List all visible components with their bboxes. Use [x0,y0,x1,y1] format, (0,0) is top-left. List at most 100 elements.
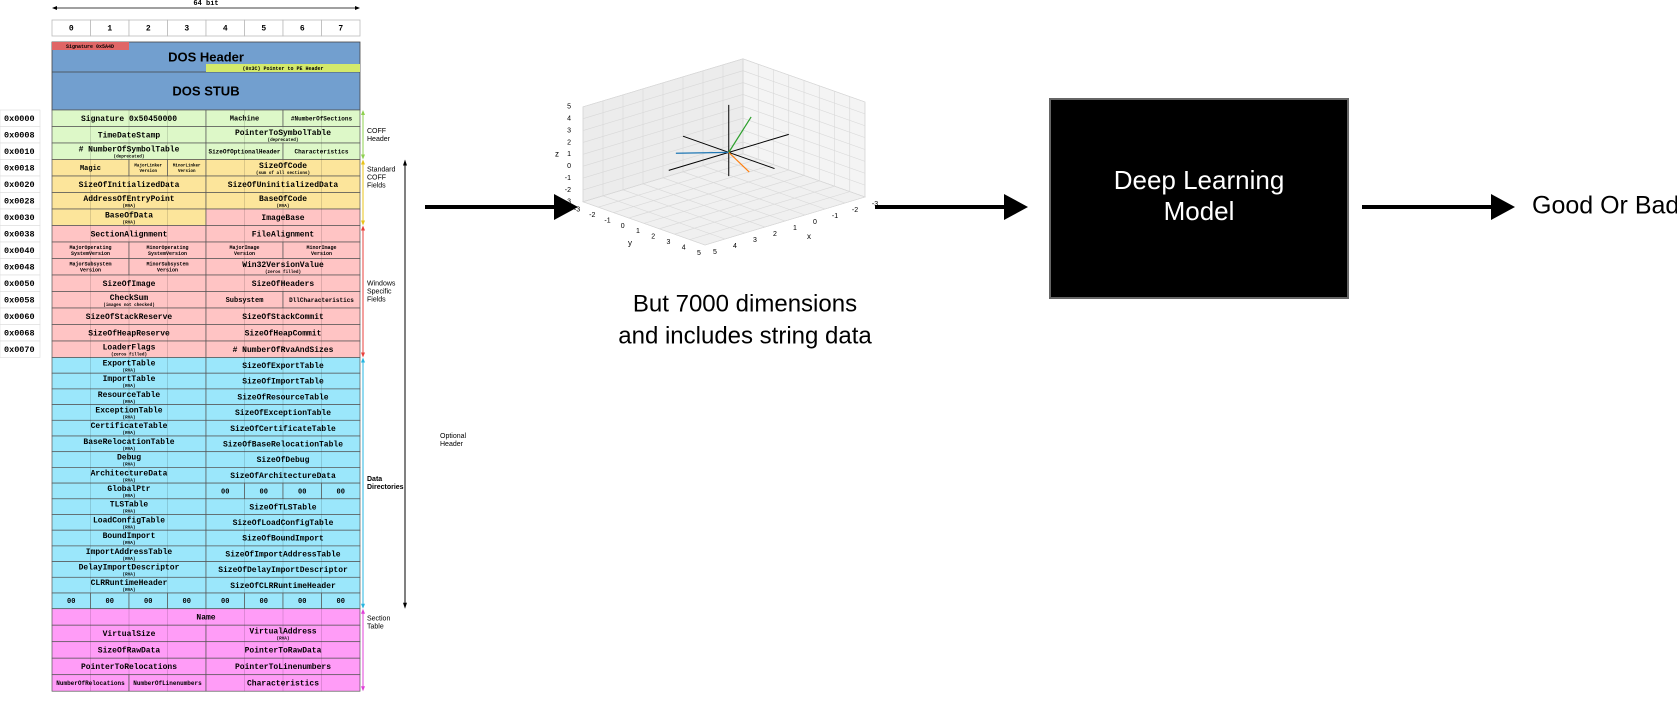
field-label: PointerToRelocations [81,663,177,672]
z-tick-label: -2 [565,187,571,194]
z-tick-label: 2 [567,139,571,146]
field-label: CertificateTable [91,422,168,431]
field-label: GlobalPtr [107,485,150,494]
grid-line [582,70,744,119]
arrow-head [361,608,365,614]
offset-label: 0x0050 [4,279,35,289]
caption: But 7000 dimensions [633,290,857,317]
field-label: SizeOfDelayImportDescriptor [218,566,348,575]
column-label: 7 [338,25,343,34]
grid-line [628,169,789,219]
plot-vector [728,151,750,173]
field-label: SizeOfExportTable [242,362,324,371]
field-label: SizeOfHeaders [252,280,315,289]
y-tick-label: -2 [589,212,595,219]
offset-label: 0x0058 [4,296,35,306]
field-label: SizeOfStackReserve [86,313,173,322]
field-label: ResourceTable [98,391,161,400]
field-label: Version [234,251,255,257]
field-label: LoadConfigTable [93,516,165,525]
field-label: TimeDateStamp [98,131,161,140]
grid-line [742,94,866,138]
grid-line [582,129,744,179]
output-label: Good Or Bad [1532,192,1677,220]
y-tick-label: -1 [604,217,610,224]
arrow-head [403,602,407,609]
field-note: (RVA) [123,478,136,483]
model-label: Model [1164,196,1235,226]
grid-line [582,82,744,131]
dos-title: DOS Header [168,49,244,64]
field-note: (RVA) [277,636,290,641]
field-label: MinorOperating [146,245,188,251]
section-label: Directories [367,484,404,491]
dos-stub: DOS STUB [172,83,239,98]
field-note: (zeros filled) [111,352,147,357]
grid-line [613,164,774,213]
offset-label: 0x0048 [4,263,35,273]
field-label: 00 [298,598,306,606]
field-label: 00 [337,598,345,606]
field-label: 00 [144,598,152,606]
field-label: SizeOfImportAddressTable [225,550,340,559]
field-label: SizeOfImportTable [242,378,324,387]
field-label: DllCharacteristics [289,297,354,304]
field-label: BaseRelocationTable [83,438,174,447]
grid-line [582,153,744,203]
arrow-head [355,6,360,10]
y-tick-label: 3 [667,239,671,246]
grid-line [689,191,850,240]
arrow-head [554,194,578,220]
grid-line [742,153,866,198]
axis-label: z [555,149,559,158]
field-note: (RVA) [123,541,136,546]
field-label: ImportAddressTable [86,548,173,557]
grid-line [582,117,744,167]
field-note: (zeros filled) [265,270,301,275]
signature-bar [52,42,129,50]
field-label: MajorImage [229,245,259,251]
grid-line [582,94,744,143]
field-label: ArchitectureData [91,469,168,478]
arrow-head [361,603,365,609]
field-label: BaseOfCode [259,195,307,204]
field-note: (RVA) [123,220,136,225]
arrow-head [361,110,365,115]
arrow-head [403,159,407,166]
z-tick-label: 1 [567,151,571,158]
field-label: MinorImage [306,245,336,251]
section-label: Table [367,624,384,631]
field-label: CheckSum [110,294,149,303]
grid-line [742,117,866,162]
field-label: 00 [260,488,268,496]
field-label: SizeOfLoadConfigTable [233,519,334,528]
field-label: SizeOfHeapCommit [245,329,322,338]
field-label: LoaderFlags [103,343,156,352]
dos-pointer: (0x3C) Pointer to PE Header [242,66,323,72]
bit-label: 64 bit [193,0,218,8]
z-tick-label: -3 [565,199,571,206]
field-note: (RVA) [277,204,290,209]
field-label: Version [80,268,101,274]
field-label: NumberOfRelocations [56,680,125,687]
offset-label: 0x0010 [4,147,35,157]
arrow-head [361,357,365,363]
field-label: SizeOfResourceTable [237,393,328,402]
section-label: Windows [367,280,396,287]
grid-line [742,106,866,150]
section-label: COFF [367,174,386,181]
field-label: SizeOfArchitectureData [230,472,336,481]
field-label: SizeOfImage [103,280,156,289]
field-label: Magic [80,165,101,173]
field-label: PointerToLinenumbers [235,663,331,672]
field-label: Machine [230,116,259,124]
section-label: Fields [367,182,386,189]
section-label: Fields [367,296,386,303]
model-box [1049,98,1349,299]
field-label: SizeOfExceptionTable [235,409,331,418]
x-tick-label: 4 [733,243,737,250]
arrow-head [361,225,365,231]
field-label: SizeOfOptionalHeader [208,148,280,155]
section-label: Section [367,616,390,623]
field-note: (RVA) [123,572,136,577]
